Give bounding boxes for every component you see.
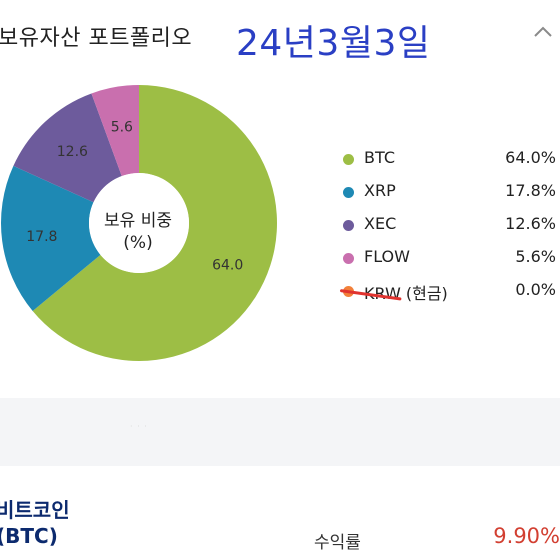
- donut-slice-xec[interactable]: [13, 93, 122, 203]
- yield-label: 수익률: [314, 533, 361, 553]
- legend-percent: 64.0%: [505, 148, 556, 167]
- legend-dot: [343, 220, 354, 231]
- legend-item-flow[interactable]: FLOW 5.6%: [340, 247, 560, 269]
- legend-item-xec[interactable]: XEC 12.6%: [340, 214, 560, 236]
- legend-dot: [343, 154, 354, 165]
- legend-dot: [343, 253, 354, 264]
- legend-label: KRW (현금): [364, 284, 448, 303]
- legend-percent: 12.6%: [505, 214, 556, 233]
- donut-slice-flow[interactable]: [91, 85, 139, 177]
- donut-center-label: 보유 비중 (%): [90, 210, 186, 254]
- yield-value: 9.90%: [493, 524, 560, 548]
- date-annotation: 24년3월3일: [236, 23, 431, 64]
- slice-label-xec: 12.6: [57, 144, 88, 160]
- faint-dots: · · ·: [130, 422, 148, 431]
- portfolio-chart: 64.0 17.8 12.6 5.6 보유 비중 (%) BTC 64.0% XRP …: [0, 78, 560, 398]
- center-label-line-2: (%): [123, 233, 153, 253]
- legend-item-xrp[interactable]: XRP 17.8%: [340, 181, 560, 203]
- legend-percent: 5.6%: [515, 247, 556, 266]
- portfolio-header: 보유자산 포트폴리오 24년3월3일: [0, 0, 560, 78]
- donut-slice-xrp[interactable]: [1, 165, 101, 311]
- asset-ticker: (BTC): [0, 524, 58, 548]
- slice-label-btc: 64.0: [212, 258, 243, 274]
- slice-label-flow: 5.6: [111, 120, 133, 136]
- legend-label: FLOW: [364, 247, 410, 266]
- legend-dot: [343, 187, 354, 198]
- chevron-up-icon[interactable]: [530, 22, 556, 42]
- page-title: 보유자산 포트폴리오: [0, 26, 193, 51]
- asset-name: 비트코인: [0, 498, 70, 522]
- slice-label-xrp: 17.8: [26, 229, 57, 245]
- legend-item-krw[interactable]: KRW (현금) 0.0%: [339, 280, 560, 303]
- legend-label: XEC: [364, 214, 397, 233]
- legend-label: XRP: [364, 181, 396, 200]
- asset-card-btc[interactable]: 비트코인 (BTC) 수익률 9.90%: [0, 466, 560, 560]
- legend-item-btc[interactable]: BTC 64.0%: [340, 148, 560, 170]
- legend-label: BTC: [364, 148, 395, 167]
- legend-percent: 0.0%: [515, 280, 556, 299]
- donut-chart: 64.0 17.8 12.6 5.6: [1, 85, 278, 361]
- section-divider: · · ·: [0, 398, 560, 466]
- donut-hole: [89, 173, 189, 273]
- legend-percent: 17.8%: [505, 181, 556, 200]
- center-label-line-1: 보유 비중: [104, 211, 172, 231]
- donut-slice-btc[interactable]: [32, 85, 278, 361]
